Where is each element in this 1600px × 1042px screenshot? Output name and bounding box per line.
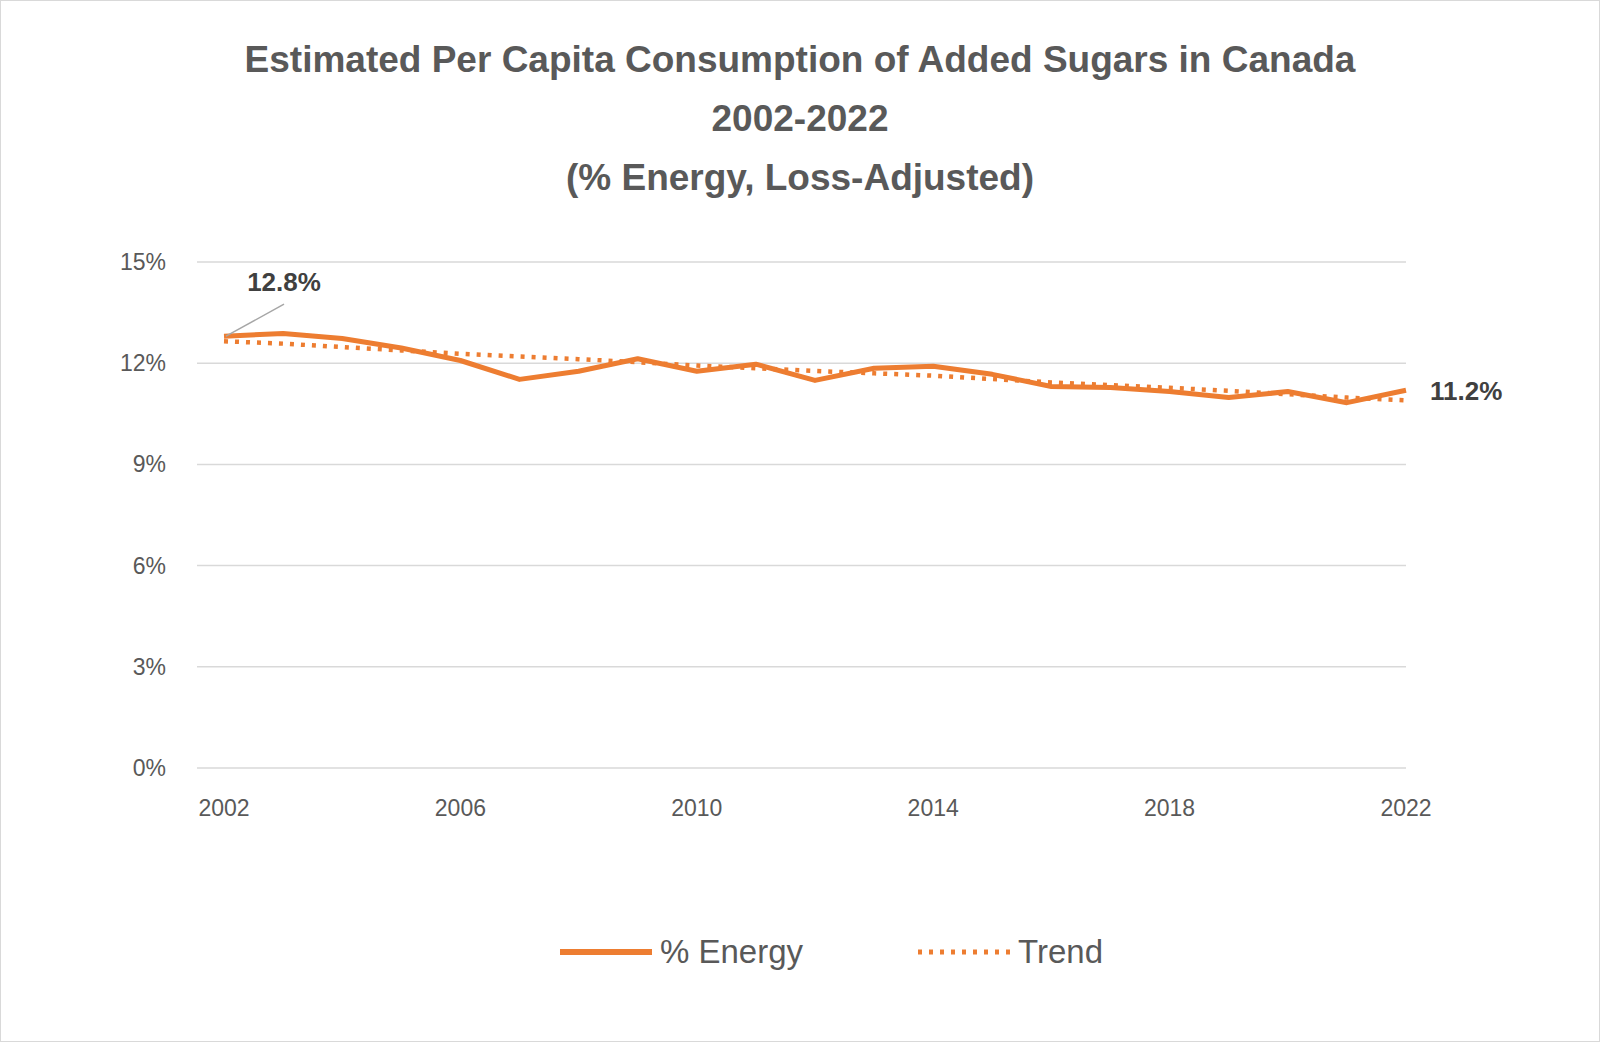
legend-swatch [560, 949, 652, 955]
chart-border [1, 1, 1600, 1042]
title-line: 2002-2022 [712, 98, 889, 139]
legend-label: Trend [1018, 933, 1103, 970]
legend-label: % Energy [660, 933, 804, 970]
plot-marks [224, 334, 1406, 403]
grid-line [197, 362, 1406, 364]
x-tick-label: 2010 [671, 795, 722, 821]
x-tick-label: 2006 [435, 795, 486, 821]
y-tick-label: 9% [133, 451, 166, 477]
grid-line [197, 767, 1406, 769]
annotation: 12.8% [247, 267, 321, 297]
x-tick-label: 2002 [198, 795, 249, 821]
x-tick-label: 2014 [908, 795, 959, 821]
y-tick-label: 0% [133, 755, 166, 781]
grid-line [197, 565, 1406, 567]
y-tick-label: 15% [120, 249, 166, 275]
y-tick-label: 3% [133, 654, 166, 680]
grid-line [197, 464, 1406, 466]
legend-swatch [918, 950, 1010, 955]
annotation-leader [226, 304, 284, 336]
title-line: Estimated Per Capita Consumption of Adde… [245, 39, 1356, 80]
grid-line [197, 666, 1406, 668]
chart: Estimated Per Capita Consumption of Adde… [0, 0, 1600, 1042]
series-line [224, 334, 1406, 403]
title: Estimated Per Capita Consumption of Adde… [245, 39, 1356, 198]
y-tick-label: 6% [133, 553, 166, 579]
x-tick-label: 2022 [1380, 795, 1431, 821]
grid-line [197, 261, 1406, 263]
annotation: 11.2% [1430, 376, 1502, 406]
title-line: (% Energy, Loss-Adjusted) [566, 157, 1034, 198]
y-tick-label: 12% [120, 350, 166, 376]
x-tick-label: 2018 [1144, 795, 1195, 821]
